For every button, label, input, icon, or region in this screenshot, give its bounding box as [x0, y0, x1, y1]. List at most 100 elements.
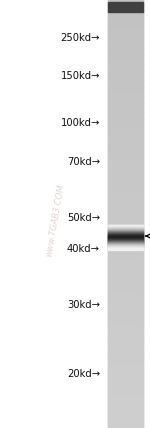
Bar — [108, 239, 143, 240]
Bar — [108, 233, 143, 234]
Bar — [108, 139, 143, 146]
Bar — [108, 234, 143, 235]
Bar — [108, 240, 143, 241]
Bar — [108, 166, 143, 172]
Bar — [108, 246, 143, 247]
Bar — [108, 225, 143, 226]
Bar — [108, 244, 143, 245]
Bar — [108, 0, 143, 6]
Bar — [108, 32, 143, 39]
Bar — [108, 232, 143, 233]
Bar — [108, 369, 143, 375]
Bar — [108, 407, 143, 413]
Bar — [108, 248, 143, 249]
Bar — [108, 396, 143, 402]
Bar — [108, 43, 143, 49]
Bar — [108, 237, 143, 238]
Bar — [108, 241, 143, 242]
Bar — [108, 209, 143, 215]
Bar — [108, 391, 143, 397]
Bar — [108, 246, 143, 253]
Bar — [108, 316, 143, 322]
Bar — [108, 113, 143, 119]
Bar — [108, 193, 143, 199]
Bar — [108, 374, 143, 381]
Bar — [108, 364, 143, 370]
Bar — [108, 226, 143, 228]
Bar — [108, 245, 143, 246]
Bar — [108, 220, 143, 226]
Bar — [108, 300, 143, 306]
Bar — [108, 417, 143, 424]
Bar — [108, 48, 143, 54]
Bar — [108, 423, 143, 428]
Bar — [108, 235, 143, 236]
Bar — [108, 241, 143, 247]
Bar — [108, 310, 143, 317]
Bar — [108, 262, 143, 268]
Bar — [108, 248, 143, 249]
Bar — [108, 198, 143, 204]
Bar — [108, 230, 143, 236]
Bar — [108, 229, 143, 230]
Bar — [108, 380, 143, 386]
Bar — [108, 16, 143, 22]
Bar — [108, 145, 143, 151]
Bar — [108, 235, 143, 242]
Bar — [108, 80, 143, 86]
Bar — [108, 203, 143, 210]
Bar — [108, 284, 143, 290]
Bar — [108, 91, 143, 97]
Bar — [108, 75, 143, 81]
Bar — [108, 353, 143, 360]
Bar — [108, 233, 143, 234]
Bar — [108, 252, 143, 258]
Bar — [108, 257, 143, 263]
Bar — [108, 249, 143, 250]
Bar — [108, 171, 143, 178]
Bar — [108, 128, 143, 135]
Bar — [108, 54, 143, 60]
Bar — [108, 238, 143, 239]
Text: 150kd→: 150kd→ — [60, 71, 100, 81]
Bar — [108, 359, 143, 365]
Text: www.TGAB3.COM: www.TGAB3.COM — [44, 183, 66, 257]
Text: 250kd→: 250kd→ — [60, 33, 100, 43]
Bar — [108, 247, 143, 248]
Bar — [108, 244, 143, 245]
Bar — [108, 6, 143, 12]
Bar — [108, 226, 143, 227]
Text: 30kd→: 30kd→ — [67, 300, 100, 310]
Bar — [108, 228, 143, 229]
Bar — [108, 230, 143, 231]
Bar — [108, 225, 143, 231]
Bar — [108, 96, 143, 103]
Bar — [108, 247, 143, 248]
Bar — [108, 337, 143, 343]
Bar — [108, 239, 143, 240]
Bar — [108, 241, 143, 242]
Bar — [108, 332, 143, 338]
Text: 20kd→: 20kd→ — [67, 369, 100, 379]
Bar — [108, 236, 143, 237]
Bar — [108, 214, 143, 220]
Bar — [108, 227, 143, 228]
Bar — [108, 273, 143, 279]
Bar — [108, 245, 143, 246]
Bar — [108, 11, 143, 17]
Bar — [108, 155, 143, 161]
Bar — [108, 289, 143, 295]
Bar — [108, 70, 143, 76]
Bar — [108, 2, 143, 12]
Bar — [108, 123, 143, 129]
Bar — [108, 246, 143, 247]
Bar — [108, 268, 143, 274]
Bar — [108, 118, 143, 124]
Bar — [108, 244, 143, 246]
Bar — [108, 59, 143, 65]
Text: 70kd→: 70kd→ — [67, 157, 100, 167]
Bar — [108, 226, 143, 227]
Bar — [108, 242, 143, 243]
Bar — [108, 21, 143, 28]
Bar — [108, 160, 143, 167]
